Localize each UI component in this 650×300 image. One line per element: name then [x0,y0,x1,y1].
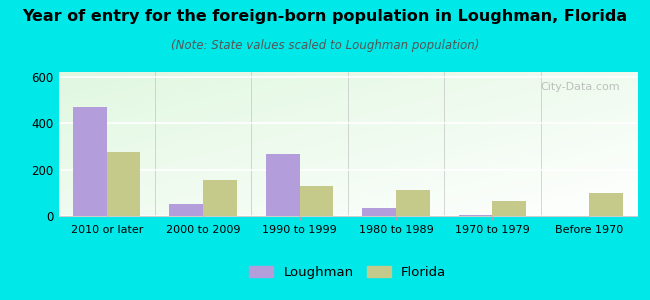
Text: Year of entry for the foreign-born population in Loughman, Florida: Year of entry for the foreign-born popul… [23,9,627,24]
Bar [459,215,493,216]
Bar [300,186,333,216]
Bar [589,193,623,216]
Bar [73,107,107,216]
Bar [266,154,300,216]
Text: (Note: State values scaled to Loughman population): (Note: State values scaled to Loughman p… [171,39,479,52]
Bar [396,190,430,216]
Bar [170,204,203,216]
Bar [362,208,396,216]
Bar [107,152,140,216]
Legend: Loughman, Florida: Loughman, Florida [244,260,452,284]
Bar [203,180,237,216]
Bar [493,201,526,216]
Text: City-Data.com: City-Data.com [540,82,619,92]
